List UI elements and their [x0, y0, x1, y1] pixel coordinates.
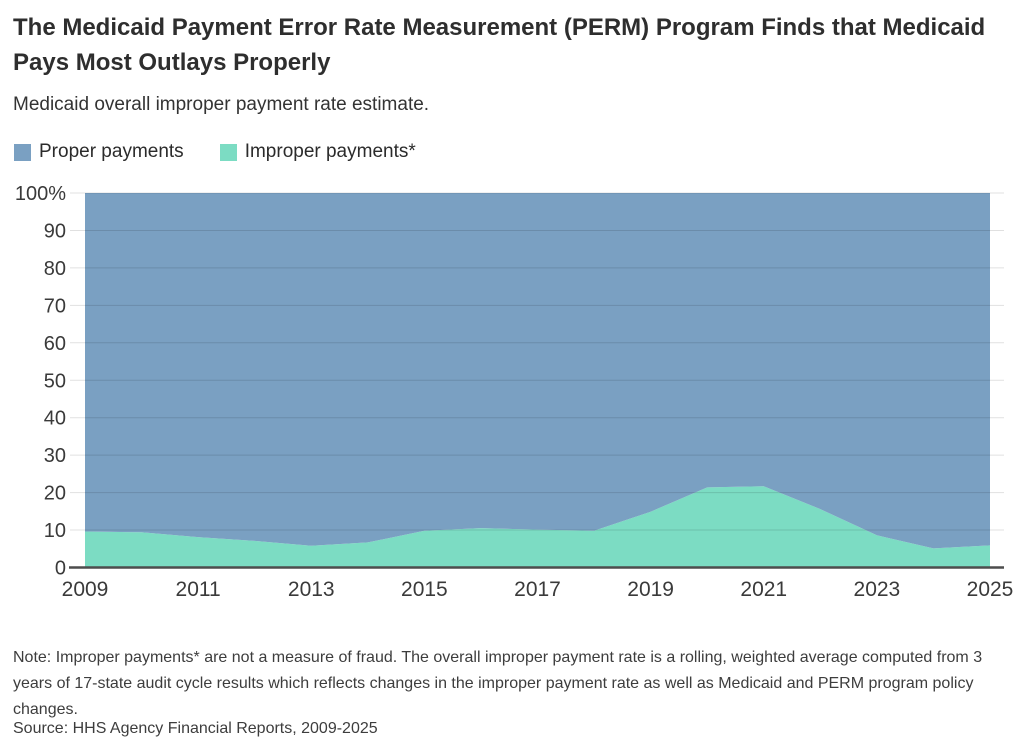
legend-item-proper: Proper payments [14, 141, 184, 163]
legend-label-improper: Improper payments* [244, 141, 416, 162]
x-axis-label: 2025 [967, 578, 1014, 601]
legend-item-improper: Improper payments* [219, 141, 416, 163]
y-axis-label: 0 [55, 558, 66, 580]
y-axis-label: 10 [44, 520, 66, 542]
y-axis-label: 60 [44, 333, 66, 355]
x-axis-label: 2015 [401, 578, 448, 601]
x-axis-label: 2011 [176, 578, 221, 601]
proper-payments-swatch-icon [14, 143, 31, 161]
improper-area [85, 486, 990, 568]
chart-note: Note: Improper payments* are not a measu… [13, 649, 983, 718]
proper-area [85, 193, 990, 549]
improper-payments-swatch-icon [219, 143, 237, 161]
y-axis-label: 100% [15, 183, 66, 205]
legend: Proper payments Improper payments* [14, 141, 416, 163]
y-axis-label: 20 [44, 483, 66, 505]
x-axis-label: 2013 [288, 578, 335, 601]
legend-label-proper: Proper payments [39, 141, 184, 162]
x-axis-label: 2023 [854, 578, 901, 601]
y-axis-label: 70 [44, 295, 66, 317]
x-axis-label: 2019 [627, 578, 674, 601]
chart-source: Source: HHS Agency Financial Reports, 20… [13, 720, 378, 737]
x-axis-label: 2009 [62, 578, 109, 601]
x-axis-label: 2021 [740, 578, 787, 601]
y-axis-label: 40 [44, 408, 66, 430]
y-axis-label: 50 [44, 370, 66, 392]
y-axis-label: 80 [44, 258, 66, 280]
x-axis-label: 2017 [514, 578, 561, 601]
chart-subtitle: Medicaid overall improper payment rate e… [13, 94, 430, 115]
y-axis-label: 90 [44, 220, 66, 242]
chart-svg: 0 10 20 30 40 50 60 70 80 90 100% 2009 2011 2013 2015 2… [15, 183, 1014, 601]
stacked-area-chart: 0 10 20 30 40 50 60 70 80 90 100% 2009 2011 2013 2015 2… [0, 180, 1024, 618]
y-axis-label: 30 [44, 445, 66, 467]
chart-title: The Medicaid Payment Error Rate Measurem… [13, 14, 986, 76]
